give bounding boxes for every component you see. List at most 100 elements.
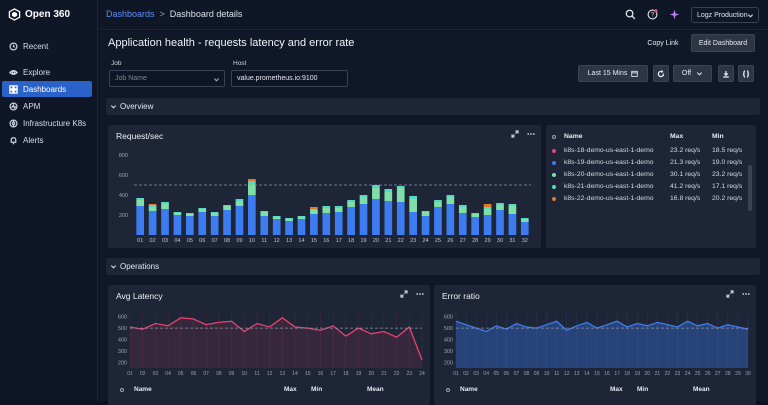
x-tick-label: 05	[178, 371, 184, 377]
bar-segment	[496, 210, 504, 235]
search-icon[interactable]	[625, 9, 636, 20]
x-tick-label: 08	[216, 371, 222, 377]
legend-row[interactable]: k8s-19-demo-us-east-1-demo 21.3 req/s 19.0…	[546, 157, 756, 169]
bar-segment	[508, 204, 517, 206]
legend-toggle-all[interactable]	[552, 135, 556, 139]
x-tick-label: 25	[695, 371, 701, 377]
x-tick-label: 24	[419, 371, 425, 377]
legend-row[interactable]: k8s-20-demo-us-east-1-demo 30.1 req/s 23.2…	[546, 169, 756, 181]
x-tick-label: 30	[497, 238, 503, 244]
breadcrumb: Dashboards > Dashboard details	[106, 9, 242, 19]
y-tick-label: 200	[118, 360, 127, 366]
legend-toggle-all[interactable]	[120, 388, 124, 392]
bar-segment	[359, 204, 368, 235]
expand-icon[interactable]	[726, 290, 734, 298]
x-tick-label: 12	[267, 371, 273, 377]
bar-segment	[185, 216, 194, 235]
x-tick-label: 07	[203, 371, 209, 377]
col-mean: Mean	[367, 386, 384, 393]
error-table-header: Name Max Min Mean	[434, 384, 756, 396]
bar-segment	[136, 206, 145, 235]
y-tick-label: 600	[118, 315, 127, 321]
more-options-icon[interactable]	[416, 290, 424, 298]
bar-segment	[434, 202, 442, 207]
x-tick-label: 20	[368, 371, 374, 377]
more-options-icon[interactable]	[742, 290, 750, 298]
panel-title: Avg Latency	[116, 291, 163, 301]
y-tick-label: 200	[444, 360, 453, 366]
x-tick-label: 12	[274, 238, 280, 244]
x-tick-label: 31	[509, 238, 515, 244]
sidebar-item-infrastructure-k8s[interactable]: Infrastructure K8s	[2, 115, 92, 131]
host-value: value.prometheus.io:9100	[237, 75, 318, 82]
bar-segment	[458, 213, 467, 235]
breadcrumb-dashboards-link[interactable]: Dashboards	[106, 9, 155, 19]
bar-segment	[483, 207, 492, 209]
help-icon[interactable]: ?	[647, 9, 658, 20]
legend-scrollbar[interactable]	[748, 165, 752, 211]
bar-segment	[173, 212, 182, 213]
bar-segment	[347, 207, 355, 235]
bar-segment	[272, 219, 281, 235]
json-view-button[interactable]	[738, 65, 754, 82]
series-max: 21.3 req/s	[670, 159, 701, 166]
x-tick-label: 04	[483, 371, 489, 377]
sidebar-item-apm[interactable]: APM	[2, 98, 92, 114]
x-tick-label: 26	[705, 371, 711, 377]
download-icon	[723, 70, 729, 78]
expand-icon[interactable]	[400, 290, 408, 298]
series-name: k8s-21-demo-us-east-1-demo	[564, 183, 654, 190]
x-tick-label: 10	[544, 371, 550, 377]
sparkle-icon[interactable]	[669, 9, 680, 20]
x-tick-label: 15	[594, 371, 600, 377]
sidebar-item-dashboards[interactable]: Dashboards	[2, 81, 92, 97]
series-max: 23.2 req/s	[670, 147, 701, 154]
legend-row[interactable]: k8s-18-demo-us-east-1-demo 23.2 req/s 18.5…	[546, 145, 756, 157]
host-input[interactable]: value.prometheus.io:9100	[231, 70, 348, 87]
legend-header: Name Max Min	[546, 131, 756, 143]
time-range-button[interactable]: Last 15 Mins	[578, 65, 648, 82]
x-tick-label: 25	[435, 238, 441, 244]
bar-segment	[161, 202, 169, 204]
bar-segment	[384, 192, 393, 201]
x-tick-label: 04	[174, 238, 180, 244]
job-select[interactable]: Job Name	[109, 70, 225, 87]
edit-dashboard-button[interactable]: Edit Dashboard	[691, 34, 755, 52]
bar-segment	[372, 188, 380, 199]
sidebar-item-alerts[interactable]: Alerts	[2, 132, 92, 148]
legend-toggle-all[interactable]	[446, 388, 450, 392]
x-tick-label: 24	[422, 238, 428, 244]
series-color-dot	[552, 185, 556, 189]
app-name: Open 360	[25, 9, 71, 20]
operations-section-header[interactable]: Operations	[106, 258, 760, 275]
legend-row[interactable]: k8s-22-demo-us-east-1-demo 16.8 req/s 20.2…	[546, 193, 756, 205]
request-rate-chart: 800 600 400 200 01 02 03 04 05 06 07 08 09 10 11 12 13 14…	[119, 153, 531, 244]
bar-segment	[508, 214, 517, 235]
app-logo[interactable]: Open 360	[8, 8, 70, 21]
bar-segment	[148, 205, 157, 207]
x-tick-label: 27	[460, 238, 466, 244]
download-button[interactable]	[718, 65, 734, 82]
y-tick-label: 200	[119, 213, 128, 219]
series-name: k8s-19-demo-us-east-1-demo	[564, 159, 654, 166]
refresh-button[interactable]	[653, 65, 669, 82]
refresh-icon	[657, 69, 665, 77]
copy-link-button[interactable]: Copy Link	[647, 40, 679, 47]
legend-header-min: Min	[712, 133, 724, 140]
legend-row[interactable]: k8s-21-demo-us-east-1-demo 41.2 req/s 17.1…	[546, 181, 756, 193]
environment-selector[interactable]: Logz Production	[691, 7, 759, 23]
sidebar-item-explore[interactable]: Explore	[2, 64, 92, 80]
more-options-icon[interactable]	[527, 130, 535, 138]
series-min: 23.2 req/s	[712, 171, 743, 178]
chevron-down-icon	[747, 14, 754, 18]
bar-segment	[372, 185, 380, 188]
sidebar-item-recent[interactable]: Recent	[2, 38, 92, 54]
expand-icon[interactable]	[511, 130, 519, 138]
bar-segment	[446, 195, 455, 197]
series-name: k8s-22-demo-us-east-1-demo	[564, 195, 654, 202]
auto-refresh-select[interactable]: Off	[673, 65, 712, 82]
y-tick-label: 600	[119, 173, 128, 179]
overview-section-header[interactable]: Overview	[106, 98, 760, 115]
series-max: 30.1 req/s	[670, 171, 701, 178]
bar-segment	[198, 212, 207, 235]
